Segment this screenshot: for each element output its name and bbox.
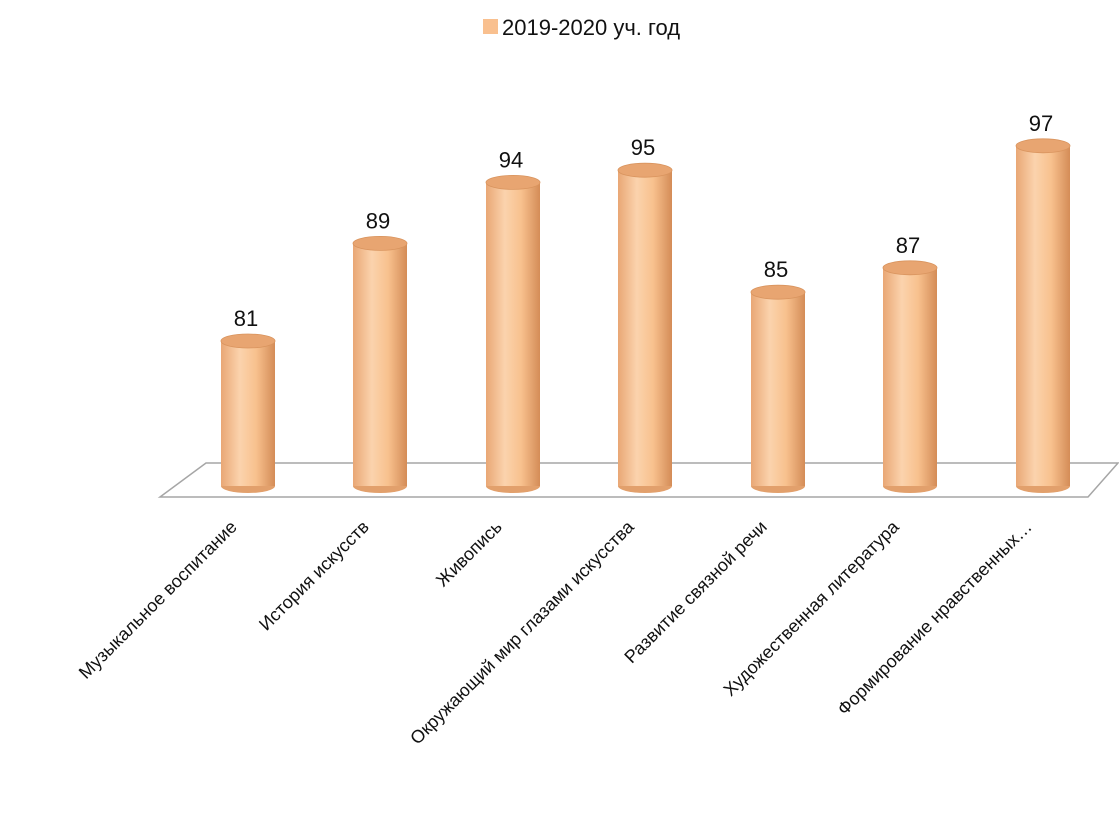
bar-body — [618, 170, 672, 486]
bars-layer — [220, 138, 1071, 493]
data-label: 81 — [234, 306, 258, 331]
legend: 2019-2020 уч. год — [483, 15, 680, 40]
bar-top — [352, 235, 408, 251]
data-labels-layer: 81 89 94 95 85 87 97 — [234, 111, 1053, 331]
category-labels-layer: Музыкальное воспитание История искусств Жи… — [75, 516, 1036, 748]
data-label: 89 — [366, 208, 390, 233]
bar — [485, 174, 541, 493]
bar-body — [353, 243, 407, 486]
bar-body — [883, 267, 937, 486]
data-label: 85 — [764, 257, 788, 282]
bar-body — [751, 292, 805, 486]
data-label: 87 — [896, 233, 920, 258]
data-label: 94 — [499, 147, 523, 172]
category-label: Окружающий мир глазами искусства — [406, 516, 638, 748]
legend-swatch — [483, 19, 498, 34]
category-label: Живопись — [432, 517, 506, 591]
bar-top — [617, 162, 673, 178]
bar-top — [1015, 138, 1071, 154]
legend-label: 2019-2020 уч. год — [502, 15, 680, 40]
data-label: 97 — [1029, 111, 1053, 136]
bar-top — [750, 284, 806, 300]
bar — [617, 162, 673, 493]
category-label: Развитие связной речи — [620, 517, 770, 667]
bar — [220, 333, 276, 493]
bar — [352, 235, 408, 493]
bar-top — [220, 333, 276, 349]
bar-body — [1016, 145, 1070, 487]
bar — [1015, 138, 1071, 493]
bar — [882, 260, 938, 493]
bar-top — [485, 174, 541, 190]
category-label: История искусств — [255, 517, 373, 635]
bar-top — [882, 260, 938, 276]
category-label: Музыкальное воспитание — [75, 517, 241, 683]
data-label: 95 — [631, 135, 655, 160]
bar — [750, 284, 806, 493]
bar-body — [221, 341, 275, 486]
bar-body — [486, 182, 540, 486]
